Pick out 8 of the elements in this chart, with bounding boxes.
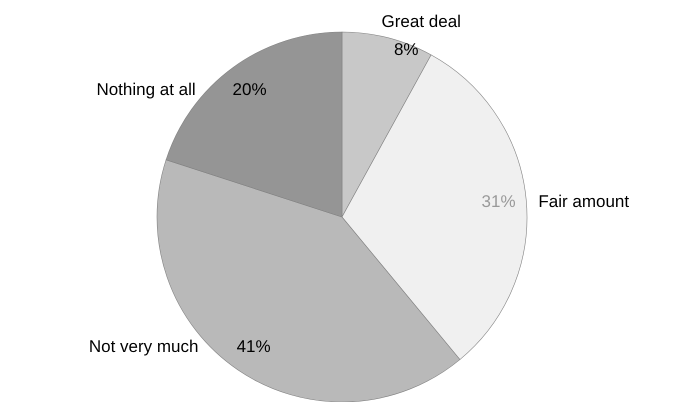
data-label: 31% [482, 192, 516, 212]
slice-label: Fair amount [538, 192, 630, 212]
slice-label: Not very much [88, 337, 198, 356]
data-label: 41% [236, 337, 271, 356]
slice-label: Great deal [382, 12, 461, 31]
data-label: 20% [232, 80, 267, 99]
data-label: 8% [394, 40, 419, 59]
slice-label: Nothing at all [96, 80, 196, 99]
